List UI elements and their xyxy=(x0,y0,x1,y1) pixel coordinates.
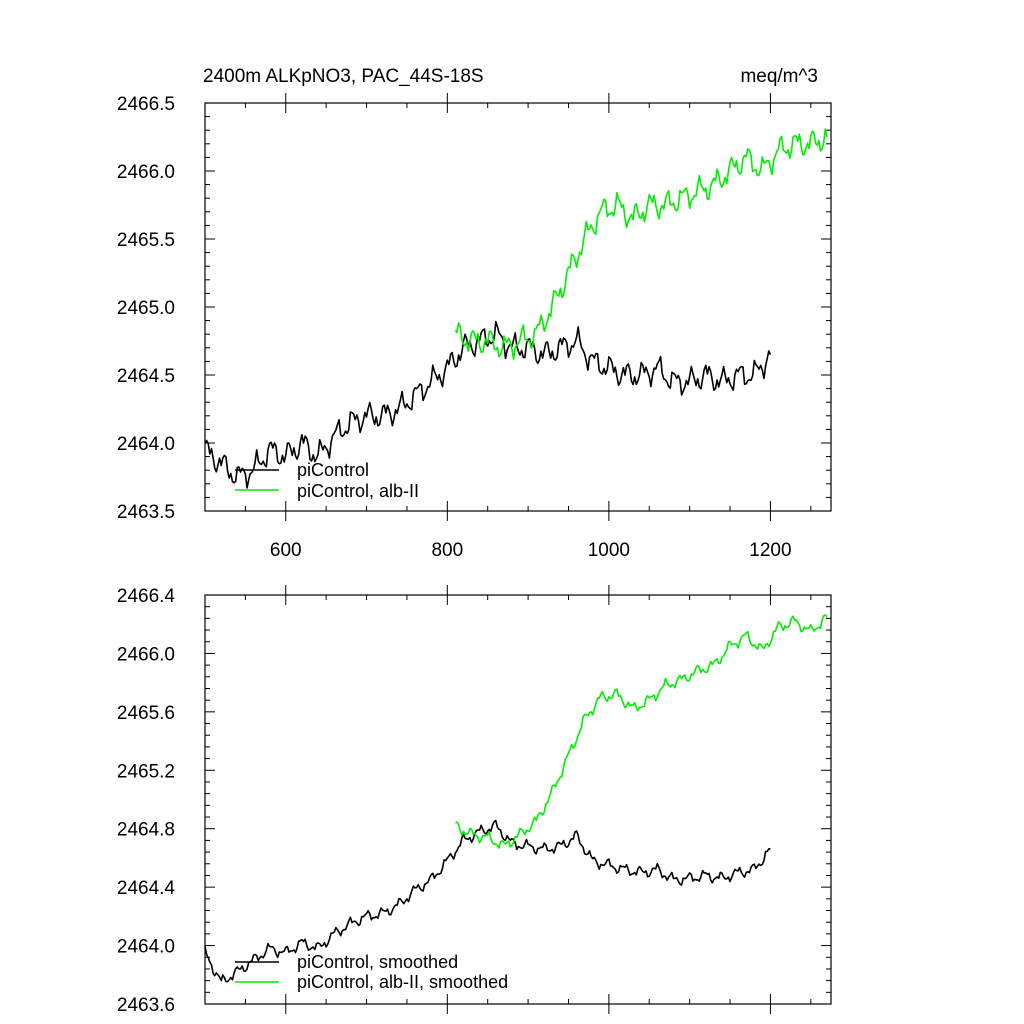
top-legend: piControl piControl, alb-II xyxy=(235,460,419,501)
series-line-picontrol-alb-ii xyxy=(454,128,828,360)
units-label: meq/m^3 xyxy=(740,66,818,87)
y-tick-label: 2463.6 xyxy=(117,995,175,1016)
x-tick-label: 1200 xyxy=(749,540,791,561)
y-tick-label: 2464.4 xyxy=(117,878,176,899)
bottom-chart-panel: 2466.4 2466.0 2465.6 2465.2 2464.8 2464.4 2464… xyxy=(117,585,832,1016)
series-line-picontrol-alb-ii-smoothed xyxy=(455,614,828,849)
bottom-series-group xyxy=(204,614,828,983)
bottom-legend: piControl, smoothed piControl, alb-II, s… xyxy=(235,952,508,992)
x-tick-label: 1000 xyxy=(588,540,630,561)
y-tick-label: 2466.0 xyxy=(117,162,175,183)
x-tick-label: 800 xyxy=(431,540,463,561)
y-tick-label: 2464.8 xyxy=(117,820,175,841)
y-tick-label: 2463.5 xyxy=(117,502,175,523)
y-tick-label: 2464.0 xyxy=(117,937,175,958)
series-line-picontrol xyxy=(204,320,772,489)
bottom-plot-frame xyxy=(204,594,832,1005)
legend-label-picontrol-alb-ii-smoothed: piControl, alb-II, smoothed xyxy=(297,972,508,992)
y-tick-label: 2466.0 xyxy=(117,644,175,665)
chart-title: 2400m ALKpNO3, PAC_44S-18S xyxy=(203,66,484,87)
top-plot-frame xyxy=(204,102,832,512)
y-tick-label: 2466.5 xyxy=(117,94,175,115)
series-line-picontrol-smoothed xyxy=(204,819,771,983)
legend-label-picontrol-smoothed: piControl, smoothed xyxy=(297,952,458,972)
top-series-group xyxy=(204,128,828,489)
y-tick-label: 2465.2 xyxy=(117,761,175,782)
y-tick-label: 2465.6 xyxy=(117,703,175,724)
legend-label-picontrol-alb-ii: piControl, alb-II xyxy=(297,481,419,501)
legend-label-picontrol: piControl xyxy=(297,460,369,480)
y-tick-label: 2466.4 xyxy=(117,586,176,607)
bottom-axes-ticks: 2466.4 2466.0 2465.6 2465.2 2464.8 2464.4 2464… xyxy=(117,585,831,1016)
top-chart-panel: 2400m ALKpNO3, PAC_44S-18S meq/m^3 600 80… xyxy=(117,66,832,561)
y-tick-label: 2465.5 xyxy=(117,230,175,251)
x-tick-label: 600 xyxy=(270,540,302,561)
y-tick-label: 2464.0 xyxy=(117,434,175,455)
top-axes-ticks: 600 800 1000 1200 2466.5 2466.0 2465.5 2465.0 24… xyxy=(117,93,831,561)
y-tick-label: 2465.0 xyxy=(117,298,175,319)
y-tick-label: 2464.5 xyxy=(117,366,175,387)
